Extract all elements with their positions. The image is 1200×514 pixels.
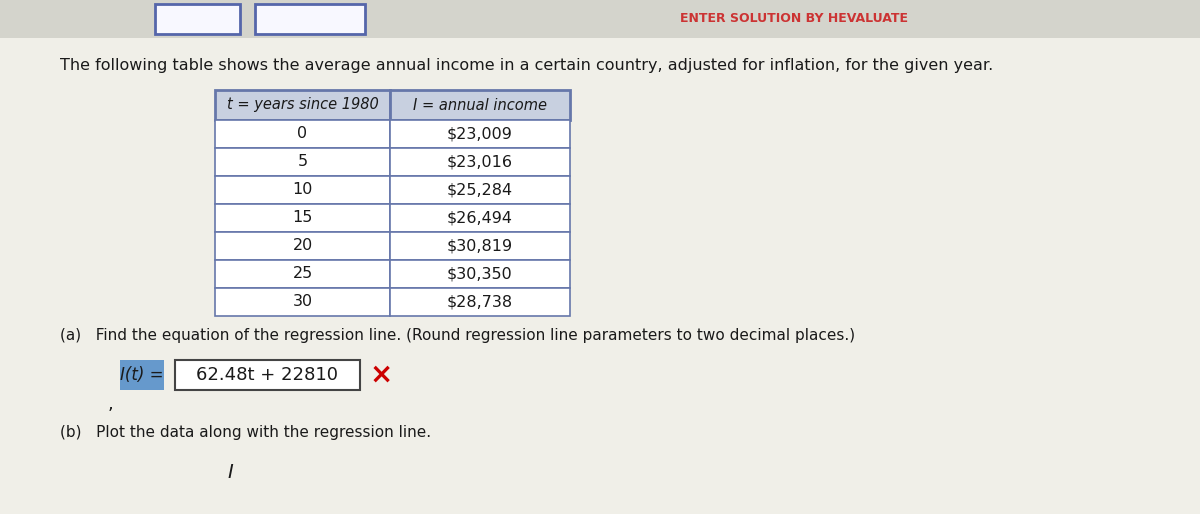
Text: $30,819: $30,819 (446, 238, 514, 253)
FancyBboxPatch shape (215, 120, 390, 148)
Text: 10: 10 (293, 182, 313, 197)
Text: 15: 15 (293, 211, 313, 226)
Text: The following table shows the average annual income in a certain country, adjust: The following table shows the average an… (60, 58, 994, 73)
Text: I(t) =: I(t) = (120, 366, 163, 384)
Text: 25: 25 (293, 266, 313, 282)
Text: 20: 20 (293, 238, 313, 253)
Text: ENTER SOLUTION BY HEVALUATE: ENTER SOLUTION BY HEVALUATE (680, 11, 908, 25)
FancyBboxPatch shape (215, 148, 390, 176)
FancyBboxPatch shape (390, 176, 570, 204)
FancyBboxPatch shape (215, 288, 390, 316)
FancyBboxPatch shape (390, 148, 570, 176)
Text: (a)   Find the equation of the regression line. (Round regression line parameter: (a) Find the equation of the regression … (60, 328, 856, 343)
FancyBboxPatch shape (390, 260, 570, 288)
FancyBboxPatch shape (390, 204, 570, 232)
FancyBboxPatch shape (120, 360, 164, 390)
FancyBboxPatch shape (390, 90, 570, 120)
Text: t = years since 1980: t = years since 1980 (227, 98, 378, 113)
Bar (0, 38, 1200, 40)
FancyBboxPatch shape (215, 90, 390, 120)
Bar (0, 0, 1200, 38)
FancyBboxPatch shape (390, 120, 570, 148)
Text: $23,016: $23,016 (446, 155, 514, 170)
Text: $30,350: $30,350 (448, 266, 512, 282)
Text: ,: , (107, 395, 113, 413)
Text: 5: 5 (298, 155, 307, 170)
FancyBboxPatch shape (155, 4, 240, 34)
Text: $26,494: $26,494 (446, 211, 514, 226)
Text: 62.48t + 22810: 62.48t + 22810 (197, 366, 338, 384)
Text: 30: 30 (293, 295, 312, 309)
Text: I = annual income: I = annual income (413, 98, 547, 113)
Text: $28,738: $28,738 (446, 295, 514, 309)
FancyBboxPatch shape (215, 204, 390, 232)
FancyBboxPatch shape (215, 232, 390, 260)
FancyBboxPatch shape (256, 4, 365, 34)
Text: (b)   Plot the data along with the regression line.: (b) Plot the data along with the regress… (60, 425, 431, 440)
FancyBboxPatch shape (215, 176, 390, 204)
Text: ×: × (370, 361, 394, 389)
Text: $25,284: $25,284 (446, 182, 514, 197)
Text: 0: 0 (298, 126, 307, 141)
FancyBboxPatch shape (390, 288, 570, 316)
Text: I: I (227, 463, 233, 482)
FancyBboxPatch shape (390, 232, 570, 260)
Text: $23,009: $23,009 (448, 126, 512, 141)
FancyBboxPatch shape (175, 360, 360, 390)
FancyBboxPatch shape (215, 260, 390, 288)
